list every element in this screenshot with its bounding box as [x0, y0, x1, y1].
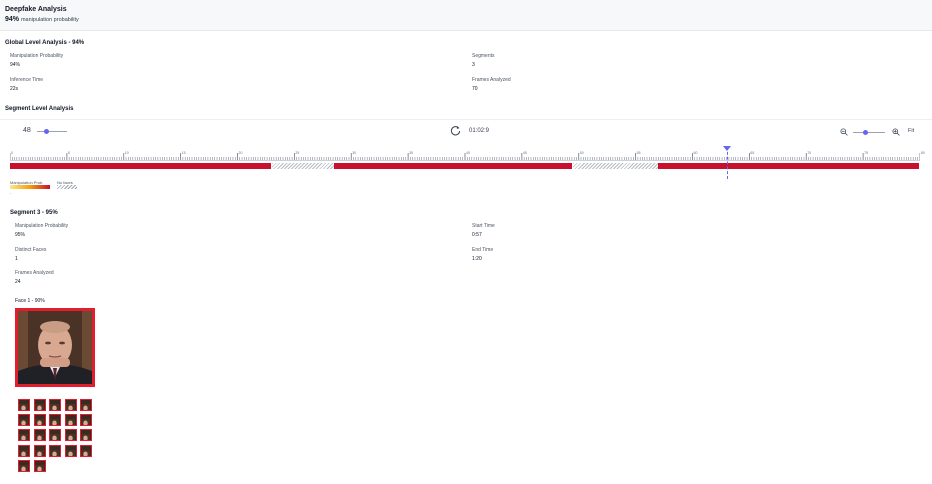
- analysis-header: Deepfake Analysis 94% manipulation proba…: [0, 0, 932, 31]
- segment-analysis-title: Segment Level Analysis: [5, 106, 74, 112]
- legend-manipulation-gradient: [10, 185, 50, 189]
- ruler-tick-label: 70: [807, 151, 812, 155]
- face-thumbnail[interactable]: [18, 459, 30, 472]
- ruler-tick-label: 80: [921, 151, 925, 155]
- stat-value: 70: [472, 86, 478, 92]
- face-thumbnail[interactable]: [33, 459, 46, 472]
- face-thumbnail[interactable]: [49, 444, 61, 457]
- segment-no-faces: [573, 163, 659, 169]
- fit-button[interactable]: Fit: [908, 128, 915, 134]
- playhead-line: [726, 147, 728, 179]
- divider: [0, 119, 932, 120]
- legend-no-faces-label: No faces: [57, 180, 73, 185]
- ruler-tick-label: 5: [67, 151, 70, 155]
- stat-label: Start Time: [472, 223, 495, 229]
- segment-manipulated[interactable]: [334, 163, 573, 169]
- legend-min-label: -: [10, 190, 12, 195]
- timeline-ruler: [10, 153, 920, 161]
- ruler-tick-label: 0: [11, 151, 13, 155]
- ruler-tick-label: 60: [693, 151, 698, 155]
- segment-manipulated[interactable]: [658, 163, 919, 169]
- face-thumbnail[interactable]: [64, 399, 77, 411]
- overall-score: 94% manipulation probability: [5, 16, 79, 23]
- stat-label: Distinct Faces: [15, 247, 47, 253]
- legend-manipulation-label: Manipulation Prob.: [10, 180, 44, 185]
- zoom-slider-track[interactable]: [853, 132, 885, 133]
- stat-value: 95%: [15, 232, 26, 238]
- legend-no-faces-swatch: [57, 185, 77, 189]
- face-thumbnail[interactable]: [49, 399, 61, 411]
- stat-label: Segments: [472, 53, 495, 59]
- replay-icon[interactable]: [450, 125, 461, 136]
- ruler-tick-label: 15: [181, 151, 186, 155]
- ruler-tick-label: 25: [295, 151, 300, 155]
- face-thumbnail[interactable]: [18, 429, 30, 442]
- ruler-tick-label: 45: [522, 151, 527, 155]
- zoom-out-icon[interactable]: [840, 128, 848, 136]
- face-thumbnail[interactable]: [18, 444, 30, 457]
- page-title: Deepfake Analysis: [5, 6, 67, 13]
- volume-slider-handle[interactable]: [43, 129, 49, 134]
- face-thumbnail[interactable]: [33, 414, 46, 427]
- stat-value: 0:57: [472, 232, 482, 238]
- face-portrait: [18, 311, 92, 384]
- stat-label: Manipulation Probability: [15, 223, 69, 229]
- face-thumbnail[interactable]: [33, 399, 46, 411]
- ruler-tick-label: 10: [124, 151, 129, 155]
- volume-slider-track[interactable]: [37, 131, 67, 132]
- face-thumbnail[interactable]: [49, 429, 61, 442]
- face-thumbnail[interactable]: [64, 444, 77, 457]
- stat-value: 94%: [10, 62, 21, 68]
- face-thumbnail[interactable]: [49, 414, 61, 427]
- ruler-tick-label: 65: [750, 151, 755, 155]
- volume-value: 48: [23, 127, 31, 134]
- zoom-slider-handle[interactable]: [863, 130, 869, 135]
- ruler-tick-label: 30: [352, 151, 357, 155]
- stat-label: Inference Time: [10, 77, 44, 83]
- face-thumbnail[interactable]: [80, 429, 92, 442]
- stat-value: 22s: [10, 86, 19, 92]
- stat-value: 3: [472, 62, 475, 68]
- ruler-tick-label: 50: [579, 151, 584, 155]
- global-analysis-title: Global Level Analysis - 94%: [5, 40, 85, 46]
- stat-value: 1: [15, 256, 18, 262]
- segment-detail-title: Segment 3 - 95%: [10, 210, 58, 216]
- stat-label: End Time: [472, 247, 494, 253]
- ruler-tick-label: 20: [238, 151, 243, 155]
- face-title: Face 1 - 90%: [15, 298, 45, 304]
- face-thumbnail[interactable]: [64, 414, 77, 427]
- ruler-tick-label: 40: [466, 151, 470, 155]
- ruler-tick-label: 35: [409, 151, 414, 155]
- face-thumbnail[interactable]: [64, 429, 77, 442]
- ruler-tick-label: 55: [636, 151, 641, 155]
- face-thumbnail[interactable]: [80, 399, 92, 411]
- zoom-in-icon[interactable]: [892, 128, 900, 136]
- stat-value: 1:20: [472, 256, 482, 262]
- stat-label: Frames Analyzed: [472, 77, 511, 83]
- face-thumbnail[interactable]: [18, 414, 30, 427]
- timecode: 01:02:9: [469, 128, 490, 134]
- face-thumbnail[interactable]: [80, 414, 92, 427]
- stat-label: Frames Analyzed: [15, 270, 54, 276]
- segment-manipulated[interactable]: [10, 163, 271, 169]
- stat-value: 24: [15, 279, 21, 285]
- face-thumbnail[interactable]: [80, 444, 92, 457]
- face-crop-image[interactable]: [15, 308, 95, 387]
- ruler-tick-label: 75: [864, 151, 869, 155]
- stat-label: Manipulation Probability: [10, 53, 64, 59]
- overall-score-label: manipulation probability: [20, 17, 79, 23]
- face-thumbnail[interactable]: [33, 444, 46, 457]
- overall-score-value: 94%: [5, 16, 20, 23]
- face-thumbnail[interactable]: [18, 399, 30, 411]
- face-thumbnail[interactable]: [33, 429, 46, 442]
- segment-no-faces: [271, 163, 335, 169]
